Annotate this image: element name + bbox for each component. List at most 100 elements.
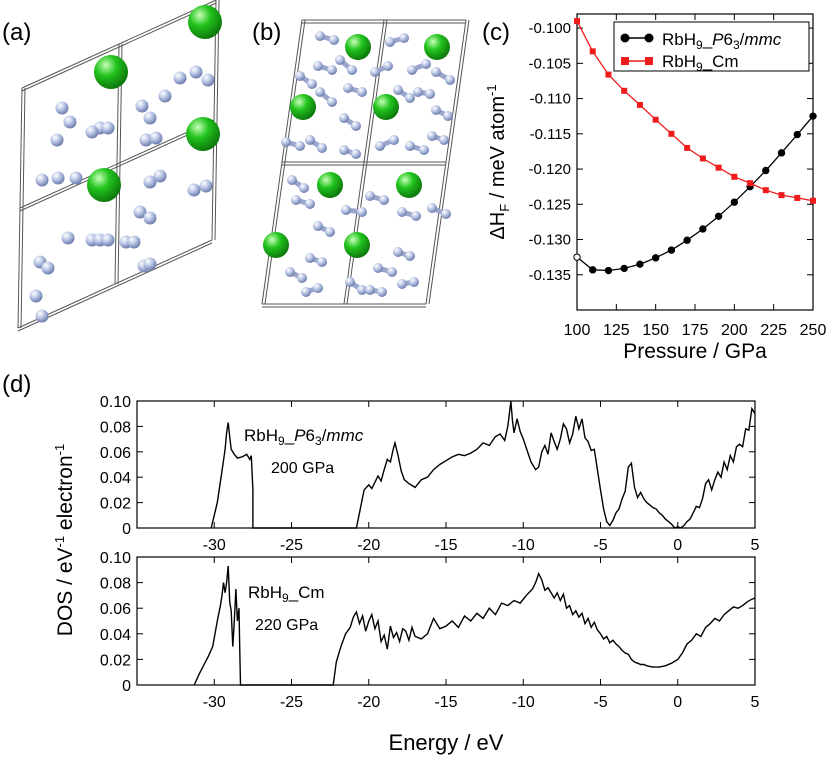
hydrogen-atom xyxy=(305,135,315,145)
dos-top-italic: P xyxy=(294,426,306,445)
dos-top-axes: -30 -25 -20 -15 -10 -5 0 5 0 0.02 0.04 0.06 0.08 0.10 xyxy=(100,394,760,554)
enthalpy-series-line-0 xyxy=(576,115,814,272)
enthalpy-point-p63mmc xyxy=(699,225,707,233)
enthalpy-axes: 100 125 150 175 200 225 250 -0.100 -0.105 -0.110 -… xyxy=(528,14,826,339)
legend-cm-sub: 9 xyxy=(696,60,703,74)
cell-a-edge xyxy=(17,239,213,329)
hydrogen-atom xyxy=(305,199,315,209)
dos-top-d: / xyxy=(322,426,327,445)
enthalpy-x-tick-label: 225 xyxy=(760,322,787,339)
hydrogen-atom xyxy=(313,221,323,231)
hydrogen-atom xyxy=(313,283,323,293)
dos-top-y-tick-label: 0.02 xyxy=(100,496,131,513)
dos-top-italic2: mmc xyxy=(326,426,363,445)
hydrogen-atom xyxy=(421,59,431,69)
enthalpy-series xyxy=(573,18,817,275)
dos-top-sub2: 3 xyxy=(315,434,322,448)
dos-chart: -30 -25 -20 -15 -10 -5 0 500.020.040.060.080.10… xyxy=(52,394,760,755)
enthalpy-point-cm xyxy=(668,130,675,137)
enthalpy-x-tick-label: 100 xyxy=(564,322,591,339)
enthalpy-point-p63mmc xyxy=(620,264,628,273)
hydrogen-atom xyxy=(173,71,187,85)
legend-p63-a: RbH xyxy=(662,30,696,49)
enthalpy-point-p63mmc xyxy=(730,198,739,206)
rubidium-atom xyxy=(263,232,289,258)
enthalpy-y-label-sub: F xyxy=(497,204,512,212)
rubidium-atom xyxy=(424,34,450,60)
enthalpy-point-p63mmc xyxy=(573,253,581,261)
enthalpy-y-axis-label: ΔHF / meV atom-1 xyxy=(484,84,512,239)
hydrogen-atom xyxy=(370,67,380,77)
enthalpy-point-p63mmc xyxy=(651,254,660,262)
legend-label-cm: RbH9_Cm xyxy=(662,52,739,74)
dos-top-x-tick-label: -20 xyxy=(357,537,380,554)
enthalpy-point-p63mmc xyxy=(589,266,597,274)
hydrogen-atom xyxy=(389,135,399,145)
dos-y-sup: -1 xyxy=(52,536,67,548)
hydrogen-atom xyxy=(365,191,375,201)
panel-label-d: (d) xyxy=(2,371,31,398)
hydrogen-atom xyxy=(69,171,83,185)
hydrogen-atom xyxy=(393,247,403,257)
dos-y-rest: electron xyxy=(54,455,77,536)
hydrogen-atom xyxy=(315,31,325,41)
dos-top-x-tick-label: -30 xyxy=(203,537,226,554)
legend-label-p63mmc: RbH9_P63/mmc xyxy=(662,30,782,52)
dos-top-sub: 9 xyxy=(278,434,285,448)
cell-b-edge xyxy=(428,19,470,305)
hydrogen-atom xyxy=(413,87,423,97)
hydrogen-atom xyxy=(50,133,64,147)
hydrogen-atom xyxy=(397,279,407,289)
dos-top-x-tick-label: -10 xyxy=(512,537,535,554)
enthalpy-point-cm xyxy=(699,155,706,162)
dos-bottom-series-line xyxy=(193,565,756,686)
hydrogen-atom xyxy=(341,205,351,215)
hydrogen-atom xyxy=(317,257,327,267)
hydrogen-atom xyxy=(307,79,317,89)
hydrogen-atom xyxy=(101,233,115,247)
hydrogen-atom xyxy=(295,71,305,81)
hydrogen-atom xyxy=(405,141,415,151)
dos-y-prefix: DOS / eV xyxy=(54,547,77,636)
hydrogen-atom xyxy=(325,227,335,237)
hydrogen-atom xyxy=(431,105,441,115)
hydrogen-atom xyxy=(285,267,295,277)
rubidium-atom xyxy=(317,172,343,198)
hydrogen-atom xyxy=(295,141,305,151)
enthalpy-point-cm xyxy=(652,116,659,123)
cell-a-edge xyxy=(19,119,215,209)
hydrogen-atom xyxy=(441,209,451,219)
dos-top-a: RbH xyxy=(244,426,278,445)
dos-top-y-tick-label: 0 xyxy=(122,521,131,538)
dos-bottom-x-tick-label: -5 xyxy=(593,694,607,711)
dos-bottom-x-tick-label: 5 xyxy=(751,694,760,711)
enthalpy-point-p63mmc xyxy=(793,130,801,139)
enthalpy-y-tick-label: -0.115 xyxy=(530,126,571,143)
dos-y-sup2: -1 xyxy=(52,444,67,456)
rubidium-atom xyxy=(396,172,422,198)
legend-p63-c: 6 xyxy=(724,30,733,49)
enthalpy-point-p63mmc xyxy=(636,260,644,268)
enthalpy-x-tick-label: 175 xyxy=(682,322,709,339)
hydrogen-atom xyxy=(383,61,393,71)
legend-p63-sub: 9 xyxy=(696,38,703,52)
hydrogen-atom xyxy=(399,33,409,43)
hydrogen-atom xyxy=(305,253,315,263)
hydrogen-atom xyxy=(339,145,349,155)
hydrogen-atom xyxy=(405,251,415,261)
dos-top-x-tick-label: -25 xyxy=(280,537,303,554)
hydrogen-atom xyxy=(409,277,419,287)
hydrogen-atom xyxy=(377,287,387,297)
hydrogen-atom xyxy=(427,203,437,213)
enthalpy-y-tick-label: -0.120 xyxy=(528,161,571,178)
enthalpy-point-cm xyxy=(794,194,801,201)
legend-p63-italic2: mmc xyxy=(744,30,781,49)
hydrogen-atom xyxy=(445,75,455,85)
hydrogen-atom xyxy=(385,37,395,47)
enthalpy-y-tick-label: -0.100 xyxy=(528,20,571,37)
hydrogen-atom xyxy=(187,183,201,197)
hydrogen-atom xyxy=(345,277,355,287)
hydrogen-atom xyxy=(347,65,357,75)
hydrogen-atom xyxy=(317,143,327,153)
